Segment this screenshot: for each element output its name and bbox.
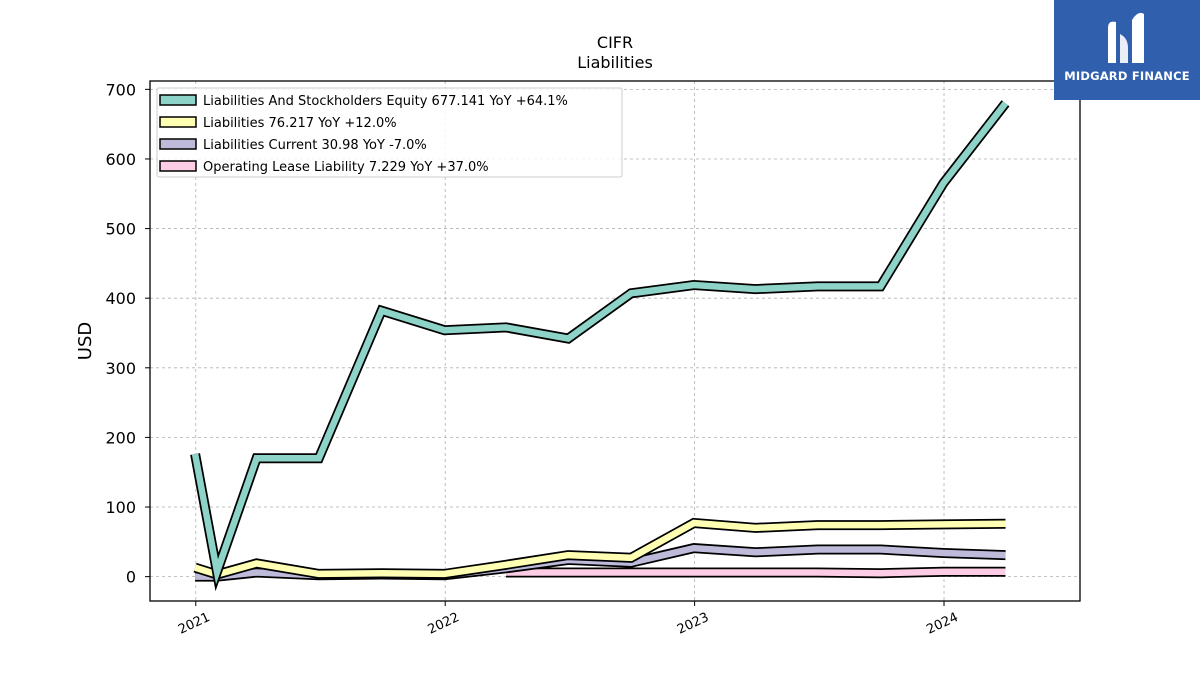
legend-box <box>156 87 623 178</box>
legend-swatch <box>159 138 197 150</box>
legend-swatch <box>159 160 197 172</box>
y-axis-ticks: 0 100 200 300 400 500 600 700 <box>105 80 150 587</box>
legend-label: Operating Lease Liability 7.229 YoY +37.… <box>203 160 489 175</box>
series-line <box>191 101 1009 585</box>
legend: Liabilities And Stockholders Equity 677.… <box>156 87 623 178</box>
chart-title: CIFR <box>597 33 633 52</box>
legend-swatch <box>159 116 197 128</box>
logo-text: MIDGARD FINANCE <box>1064 69 1190 83</box>
y-tick-label: 100 <box>105 498 136 517</box>
x-axis-ticks: 2021 2022 2023 2024 <box>176 601 961 638</box>
y-axis-label: USD <box>75 322 96 360</box>
plot-frame <box>149 80 1081 602</box>
series-liabilities <box>193 517 1006 580</box>
legend-label: Liabilities Current 30.98 YoY -7.0% <box>203 138 427 153</box>
legend-swatch <box>159 94 197 106</box>
x-tick-label: 2023 <box>675 610 711 638</box>
x-tick-label: 2024 <box>924 610 960 638</box>
series-line <box>506 568 1006 577</box>
y-tick-label: 400 <box>105 289 136 308</box>
y-tick-label: 500 <box>105 220 136 239</box>
series-lines <box>190 100 1010 592</box>
x-tick-label: 2022 <box>426 610 462 638</box>
legend-label: Liabilities 76.217 YoY +12.0% <box>203 116 397 131</box>
legend-label: Liabilities And Stockholders Equity 677.… <box>203 94 568 109</box>
chart-subtitle: Liabilities <box>577 53 653 72</box>
series-line <box>194 519 1006 578</box>
logo-mark-icon <box>1108 12 1144 64</box>
y-tick-label: 0 <box>126 568 136 587</box>
x-tick-label: 2021 <box>176 610 212 638</box>
series-operating-lease-liability <box>506 566 1006 579</box>
series-liabilities-and-stockholders-equity <box>190 100 1010 592</box>
brand-logo: MIDGARD FINANCE <box>1054 0 1200 100</box>
y-tick-label: 200 <box>105 428 136 447</box>
y-tick-label: 600 <box>105 150 136 169</box>
y-tick-label: 300 <box>105 359 136 378</box>
y-tick-label: 700 <box>105 80 136 99</box>
